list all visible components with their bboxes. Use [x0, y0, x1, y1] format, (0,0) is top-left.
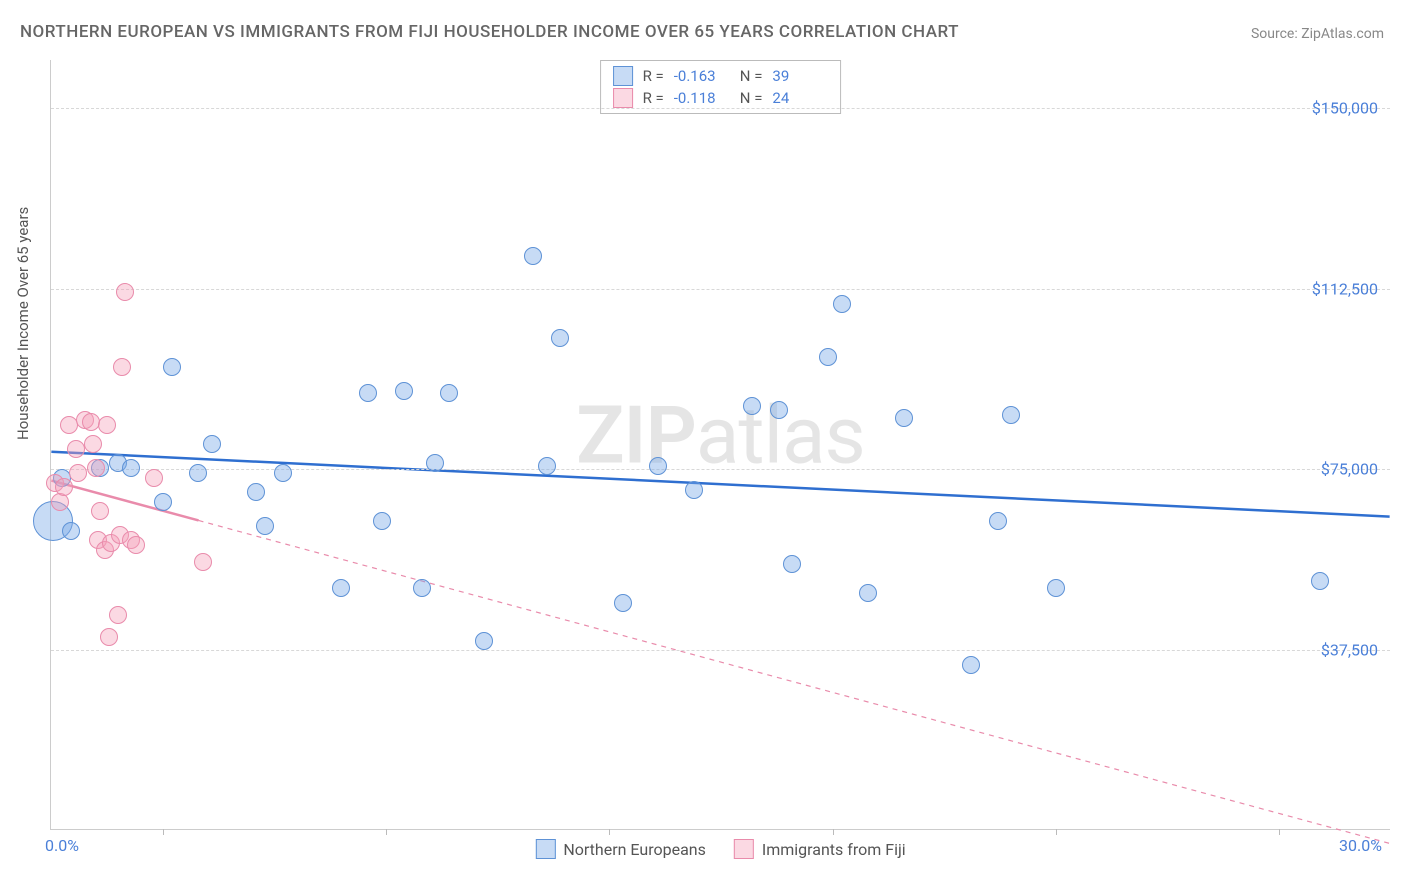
- data-point: [373, 512, 391, 530]
- n-label: N =: [740, 67, 763, 85]
- data-point: [98, 416, 116, 434]
- legend-swatch: [613, 66, 633, 86]
- data-point: [163, 358, 181, 376]
- data-point: [989, 512, 1007, 530]
- data-point: [440, 384, 458, 402]
- data-point: [649, 457, 667, 475]
- data-point: [122, 459, 140, 477]
- data-point: [1047, 579, 1065, 597]
- data-point: [274, 464, 292, 482]
- data-point: [256, 517, 274, 535]
- x-tick-label: 30.0%: [1339, 836, 1382, 855]
- correlation-legend-row: R = -0.163 N = 39: [613, 65, 829, 87]
- gridline: [51, 650, 1390, 651]
- series-name: Northern Europeans: [563, 840, 706, 859]
- legend-swatch: [613, 88, 633, 108]
- data-point: [194, 553, 212, 571]
- data-point: [116, 283, 134, 301]
- data-point: [614, 594, 632, 612]
- series-name: Immigrants from Fiji: [762, 840, 906, 859]
- gridline: [51, 469, 1390, 470]
- source-attribution: Source: ZipAtlas.com: [1251, 26, 1384, 42]
- y-tick-label: $75,000: [1321, 460, 1378, 479]
- data-point: [551, 329, 569, 347]
- data-point: [145, 469, 163, 487]
- r-value: -0.118: [674, 89, 730, 107]
- data-point: [87, 459, 105, 477]
- data-point: [203, 435, 221, 453]
- r-label: R =: [643, 67, 664, 85]
- gridline: [51, 108, 1390, 109]
- chart-svg: [51, 60, 1390, 829]
- correlation-legend: R = -0.163 N = 39 R = -0.118 N = 24: [600, 60, 842, 114]
- series-legend-item: Northern Europeans: [535, 839, 706, 859]
- data-point: [189, 464, 207, 482]
- series-legend-item: Immigrants from Fiji: [734, 839, 906, 859]
- data-point: [475, 632, 493, 650]
- r-label: R =: [643, 89, 664, 107]
- data-point: [109, 606, 127, 624]
- data-point: [1002, 406, 1020, 424]
- gridline: [51, 289, 1390, 290]
- data-point: [770, 401, 788, 419]
- data-point: [84, 435, 102, 453]
- series-legend: Northern Europeans Immigrants from Fiji: [535, 839, 905, 859]
- data-point: [395, 382, 413, 400]
- data-point: [113, 358, 131, 376]
- y-tick-label: $112,500: [1312, 279, 1378, 298]
- data-point: [819, 348, 837, 366]
- x-tick-label: 0.0%: [45, 836, 79, 855]
- data-point: [67, 440, 85, 458]
- data-point: [426, 454, 444, 472]
- n-label: N =: [740, 89, 763, 107]
- x-tick-mark: [386, 829, 387, 835]
- chart-title: NORTHERN EUROPEAN VS IMMIGRANTS FROM FIJ…: [20, 22, 959, 42]
- n-value: 39: [772, 67, 828, 85]
- x-tick-mark: [833, 829, 834, 835]
- data-point: [538, 457, 556, 475]
- data-point: [247, 483, 265, 501]
- data-point: [69, 464, 87, 482]
- correlation-legend-row: R = -0.118 N = 24: [613, 87, 829, 109]
- data-point: [859, 584, 877, 602]
- x-tick-mark: [1056, 829, 1057, 835]
- data-point: [55, 478, 73, 496]
- x-tick-mark: [163, 829, 164, 835]
- data-point: [62, 522, 80, 540]
- y-axis-label: Householder Income Over 65 years: [14, 207, 32, 440]
- x-tick-mark: [609, 829, 610, 835]
- data-point: [332, 579, 350, 597]
- plot-area: ZIPatlas R =-0.163N =39R =-0.118N =24 No…: [50, 60, 1390, 830]
- data-point: [685, 481, 703, 499]
- x-tick-mark: [1279, 829, 1280, 835]
- data-point: [91, 502, 109, 520]
- data-point: [833, 295, 851, 313]
- r-value: -0.163: [674, 67, 730, 85]
- data-point: [359, 384, 377, 402]
- data-point: [154, 493, 172, 511]
- data-point: [895, 409, 913, 427]
- data-point: [413, 579, 431, 597]
- data-point: [962, 656, 980, 674]
- legend-swatch: [535, 839, 555, 859]
- y-tick-label: $150,000: [1312, 99, 1378, 118]
- data-point: [100, 628, 118, 646]
- legend-swatch: [734, 839, 754, 859]
- data-point: [127, 536, 145, 554]
- y-tick-label: $37,500: [1321, 640, 1378, 659]
- n-value: 24: [772, 89, 828, 107]
- data-point: [783, 555, 801, 573]
- data-point: [743, 397, 761, 415]
- data-point: [524, 247, 542, 265]
- data-point: [1311, 572, 1329, 590]
